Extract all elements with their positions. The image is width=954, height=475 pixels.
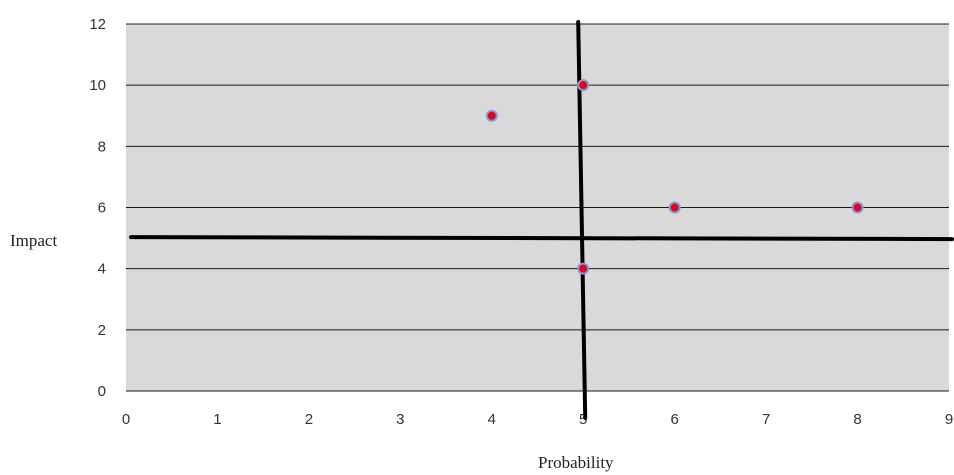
- x-tick-label-4: 4: [488, 411, 496, 428]
- y-tick-label-2: 4: [98, 261, 106, 278]
- y-tick-label-5: 10: [89, 77, 106, 94]
- data-point-1: [577, 79, 590, 92]
- x-tick-label-9: 9: [945, 411, 953, 428]
- x-tick-label-8: 8: [853, 411, 861, 428]
- data-point-4: [577, 262, 590, 275]
- y-tick-label-4: 8: [98, 138, 106, 155]
- y-axis-tick-labels: 0 2 4 6 8 10 12: [89, 16, 106, 400]
- data-point-3: [851, 201, 864, 214]
- data-points: [485, 79, 864, 275]
- grid-lines: [126, 23, 949, 392]
- y-tick-label-3: 6: [98, 200, 106, 217]
- x-tick-label-2: 2: [305, 411, 313, 428]
- data-point-2: [668, 201, 681, 214]
- x-tick-label-3: 3: [396, 411, 404, 428]
- x-tick-label-0: 0: [122, 411, 130, 428]
- quadrant-line-horizontal: [129, 235, 954, 242]
- x-tick-label-1: 1: [213, 411, 221, 428]
- y-axis-title: Impact: [10, 231, 57, 250]
- data-point-0: [485, 109, 498, 122]
- x-tick-label-5: 5: [579, 411, 587, 428]
- y-tick-label-1: 2: [98, 322, 106, 339]
- x-tick-label-6: 6: [670, 411, 678, 428]
- x-tick-label-7: 7: [762, 411, 770, 428]
- x-axis-tick-labels: 0 1 2 3 4 5 6 7 8 9: [122, 411, 953, 428]
- x-axis-title: Probability: [538, 453, 614, 472]
- y-tick-label-6: 12: [89, 16, 106, 33]
- y-tick-label-0: 0: [98, 383, 106, 400]
